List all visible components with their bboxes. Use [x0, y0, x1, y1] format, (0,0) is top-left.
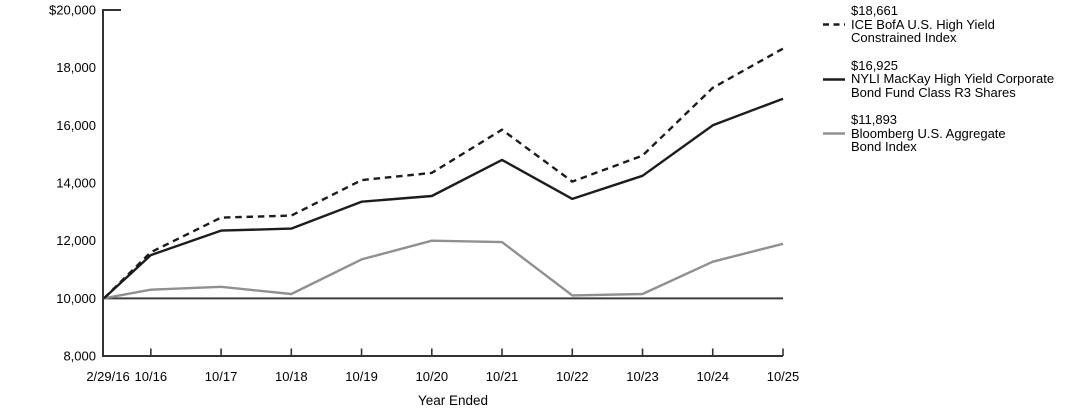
- y-axis-tick-label: 10,000: [56, 291, 96, 306]
- legend-series-name-line: Bond Fund Class R3 Shares: [851, 84, 1016, 100]
- axis-lines: [102, 9, 783, 357]
- y-axis-tick-label: 8,000: [63, 349, 96, 364]
- legend-line-sample-solid: [823, 77, 845, 81]
- y-axis-tick-label: 16,000: [56, 118, 96, 133]
- legend-text: $16,925 NYLI MacKay High Yield Corporate B…: [851, 57, 1055, 100]
- x-axis-tick-label: 10/24: [696, 369, 729, 384]
- legend-item-ice-bofa: $18,661 ICE BofA U.S. High Yield Constrain…: [823, 4, 1054, 45]
- legend-final-value: $18,661: [851, 3, 898, 18]
- legend-item-nyli-mackay: $16,925 NYLI MacKay High Yield Corporate B…: [823, 57, 1055, 100]
- x-axis-tick-label: 10/21: [486, 369, 519, 384]
- legend-series-name-line: Bond Index: [851, 139, 917, 154]
- legend-series-name-line: ICE BofA U.S. High Yield: [851, 16, 995, 32]
- x-axis-tick-label: 10/19: [345, 369, 378, 384]
- legend-series-name-line: Constrained Index: [851, 30, 957, 45]
- legend-line-sample-dashed: [823, 23, 845, 26]
- legend-final-value: $16,925: [851, 57, 898, 73]
- x-axis-tick-label: 10/25: [767, 369, 800, 384]
- series-line-nyli-mackay: [103, 97, 784, 300]
- y-axis-tick-label: $20,000: [49, 3, 96, 18]
- x-axis-tick-label: 10/17: [205, 369, 238, 384]
- y-axis-tick-label: 18,000: [56, 60, 96, 75]
- legend-item-bloomberg-us: $11,893 Bloomberg U.S. Aggregate Bond Inde…: [823, 113, 1054, 154]
- x-axis-tick-label: 10/23: [626, 369, 659, 384]
- legend-series-name-line: NYLI MacKay High Yield Corporate: [851, 71, 1055, 86]
- legend-series-name-line: Bloomberg U.S. Aggregate: [851, 125, 1006, 141]
- legend-text: $11,893 Bloomberg U.S. Aggregate Bond Inde…: [851, 113, 1006, 154]
- x-axis-tick-label: 2/29/16: [86, 369, 129, 384]
- legend-final-value: $11,893: [851, 112, 898, 127]
- x-axis-title: Year Ended: [417, 393, 489, 408]
- legend-text: $18,661 ICE BofA U.S. High Yield Constrain…: [851, 4, 995, 45]
- y-axis-tick-label: 12,000: [56, 233, 96, 248]
- x-axis-tick-label: 10/16: [135, 369, 168, 384]
- series-line-ice-bofa: [103, 47, 784, 300]
- chart-legend: $18,661 ICE BofA U.S. High Yield Constrain…: [823, 4, 1054, 154]
- x-axis-tick-label: 10/22: [556, 369, 589, 384]
- legend-line-sample-solid: [823, 132, 845, 135]
- x-axis-tick-label: 10/18: [275, 369, 308, 384]
- x-axis-tick-label: 10/20: [416, 369, 449, 384]
- y-axis-tick-label: 14,000: [56, 176, 96, 191]
- series-line-bloomberg-us: [103, 239, 784, 300]
